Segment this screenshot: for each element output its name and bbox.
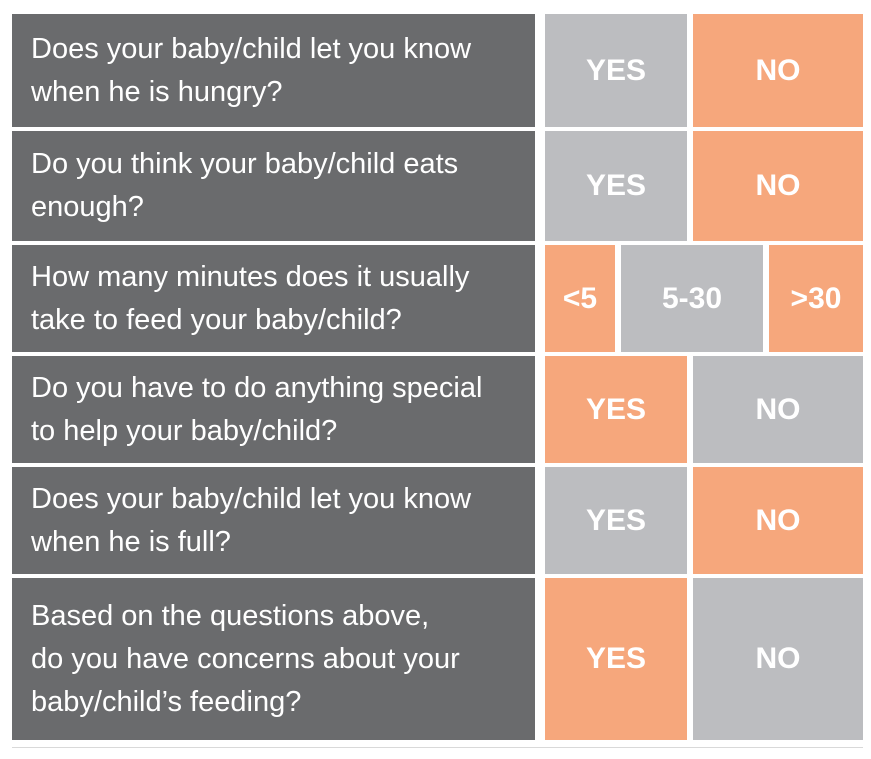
table-bottom-rule [12,747,863,748]
question-cell: Do you think your baby/child eats enough… [12,131,535,241]
feeding-questionnaire-table: Does your baby/child let you know when h… [12,14,863,740]
question-row: Do you think your baby/child eats enough… [12,131,863,241]
question-row: Does your baby/child let you know when h… [12,467,863,574]
question-row: Based on the questions above, do you hav… [12,578,863,740]
option-lt5-cell[interactable]: <5 [545,245,615,352]
answer-group: YES NO [545,14,863,127]
option-no-cell[interactable]: NO [693,131,863,241]
question-cell: Do you have to do anything special to he… [12,356,535,463]
option-yes-cell[interactable]: YES [545,356,687,463]
option-gt30-cell[interactable]: >30 [769,245,863,352]
question-cell: How many minutes does it usually take to… [12,245,535,352]
question-cell: Does your baby/child let you know when h… [12,467,535,574]
option-yes-cell[interactable]: YES [545,467,687,574]
question-cell: Does your baby/child let you know when h… [12,14,535,127]
question-row: Do you have to do anything special to he… [12,356,863,463]
answer-group: <5 5-30 >30 [545,245,863,352]
answer-group: YES NO [545,131,863,241]
option-no-cell[interactable]: NO [693,467,863,574]
question-cell: Based on the questions above, do you hav… [12,578,535,740]
option-5-30-cell[interactable]: 5-30 [621,245,763,352]
answer-group: YES NO [545,467,863,574]
option-yes-cell[interactable]: YES [545,578,687,740]
answer-group: YES NO [545,356,863,463]
option-no-cell[interactable]: NO [693,14,863,127]
option-no-cell[interactable]: NO [693,356,863,463]
question-row: How many minutes does it usually take to… [12,245,863,352]
option-no-cell[interactable]: NO [693,578,863,740]
option-yes-cell[interactable]: YES [545,14,687,127]
option-yes-cell[interactable]: YES [545,131,687,241]
answer-group: YES NO [545,578,863,740]
question-row: Does your baby/child let you know when h… [12,14,863,127]
